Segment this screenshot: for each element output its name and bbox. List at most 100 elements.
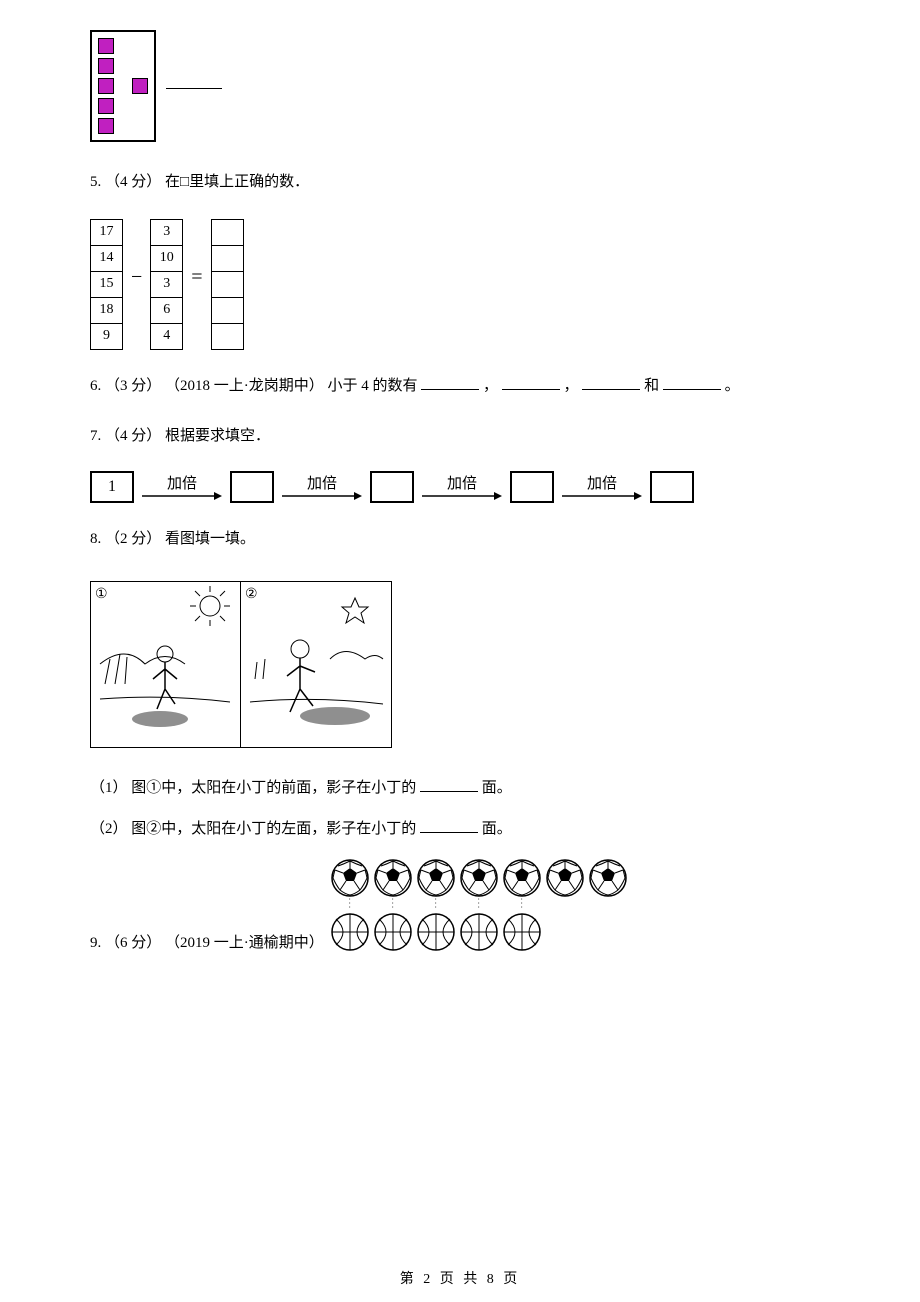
start-box: 1 [90,471,134,503]
soccer-ball-icon [330,858,370,898]
dots-icon: ··· [330,898,370,912]
panel-1: ① [91,582,241,747]
answer-box[interactable] [510,471,554,503]
arrow-icon [142,491,222,501]
soccer-ball-icon [588,858,628,898]
cell: 17 [91,219,123,245]
q-text: 看图填一填。 [165,531,255,547]
scene-2-illustration [245,584,385,734]
q-number: 6. [90,378,101,394]
q9-prefix: 9. （6 分） （2019 一上·通榆期中） [90,931,324,952]
q8-sub2: （2） 图②中，太阳在小丁的左面，影子在小丁的 面。 [90,817,830,838]
arrow-icon [282,491,362,501]
q-text: 小于 4 的数有 [328,378,418,394]
dots-icon: ··· [416,898,456,912]
soccer-ball-icon [373,858,413,898]
arrow-icon [562,491,642,501]
soccer-ball-icon [416,858,456,898]
cell: 3 [151,271,183,297]
arrow-icon [422,491,502,501]
cell: 3 [151,219,183,245]
square-icon [132,78,148,94]
cell: 10 [151,245,183,271]
answer-blank[interactable] [502,375,560,390]
question-6: 6. （3 分） （2018 一上·龙岗期中） 小于 4 的数有 ， ， 和 。 [90,372,830,401]
arrow-step: 加倍 [554,472,650,501]
cell: 9 [91,323,123,349]
question-8: 8. （2 分） 看图填一填。 [90,525,830,554]
square-icon [98,118,114,134]
arrow-label: 加倍 [447,472,477,493]
separator: ， [483,378,498,394]
square-icon [98,58,114,74]
answer-blank[interactable] [166,74,222,89]
question-5: 5. （4 分） 在□里填上正确的数． [90,168,830,197]
answer-cell[interactable] [211,271,243,297]
sub-text-tail: 面。 [482,780,512,796]
answer-box[interactable] [230,471,274,503]
answer-box[interactable] [650,471,694,503]
square-icon [98,98,114,114]
answer-cell[interactable] [211,297,243,323]
cell: 4 [151,323,183,349]
panel-2: ② [241,582,391,747]
correspondence-dots: ··············· [330,898,628,912]
answer-blank[interactable] [582,375,640,390]
answer-blank[interactable] [420,818,478,833]
left-squares-column [98,38,114,134]
answer-cell[interactable] [211,323,243,349]
q5-col3 [211,219,244,350]
answer-box[interactable] [370,471,414,503]
sub-number: （1） [90,780,128,796]
q5-col2: 3 10 3 6 4 [150,219,183,350]
basketball-icon [502,912,542,952]
square-icon [98,78,114,94]
q-points: （4 分） [105,428,161,444]
separator: 和 [644,378,659,394]
sub-number: （2） [90,821,128,837]
page-footer: 第 2 页 共 8 页 [0,1268,920,1288]
arrow-step: 加倍 [414,472,510,501]
q8-panels: ① ② [90,581,392,748]
q-text: 在□里填上正确的数． [165,174,309,190]
equals-sign: = [189,266,204,289]
basketball-row [330,912,628,952]
q5-tables: 17 14 15 18 9 − 3 10 3 6 4 = [90,205,244,350]
q-context: （2018 一上·龙岗期中） [165,378,324,394]
q-points: （6 分） [105,935,161,951]
sub-text-tail: 面。 [482,821,512,837]
soccer-ball-icon [459,858,499,898]
q-text: 根据要求填空． [165,428,270,444]
arrow-label: 加倍 [587,472,617,493]
cell: 15 [91,271,123,297]
question-9: 9. （6 分） （2019 一上·通榆期中） ··············· [90,858,830,952]
arrow-step: 加倍 [274,472,370,501]
basketball-icon [459,912,499,952]
basketball-icon [416,912,456,952]
q7-doubling-chain: 1 加倍 加倍 加倍 加倍 [90,471,830,503]
q9-balls-figure: ··············· [330,858,628,952]
q-points: （2 分） [105,531,161,547]
q-number: 5. [90,174,101,190]
answer-blank[interactable] [420,777,478,792]
answer-blank[interactable] [663,375,721,390]
arrow-label: 加倍 [307,472,337,493]
q-number: 8. [90,531,101,547]
cell: 6 [151,297,183,323]
arrow-label: 加倍 [167,472,197,493]
basketball-icon [373,912,413,952]
q5-col1: 17 14 15 18 9 [90,219,123,350]
right-squares-column [132,78,148,94]
dots-icon: ··· [373,898,413,912]
sub-text: 图①中，太阳在小丁的前面，影子在小丁的 [131,780,416,796]
question-7: 7. （4 分） 根据要求填空． [90,422,830,451]
cell: 14 [91,245,123,271]
q-number: 7. [90,428,101,444]
answer-cell[interactable] [211,245,243,271]
square-icon [98,38,114,54]
answer-blank[interactable] [421,375,479,390]
answer-cell[interactable] [211,219,243,245]
minus-sign: − [129,266,144,289]
q-points: （3 分） [105,378,161,394]
q8-sub1: （1） 图①中，太阳在小丁的前面，影子在小丁的 面。 [90,776,830,797]
